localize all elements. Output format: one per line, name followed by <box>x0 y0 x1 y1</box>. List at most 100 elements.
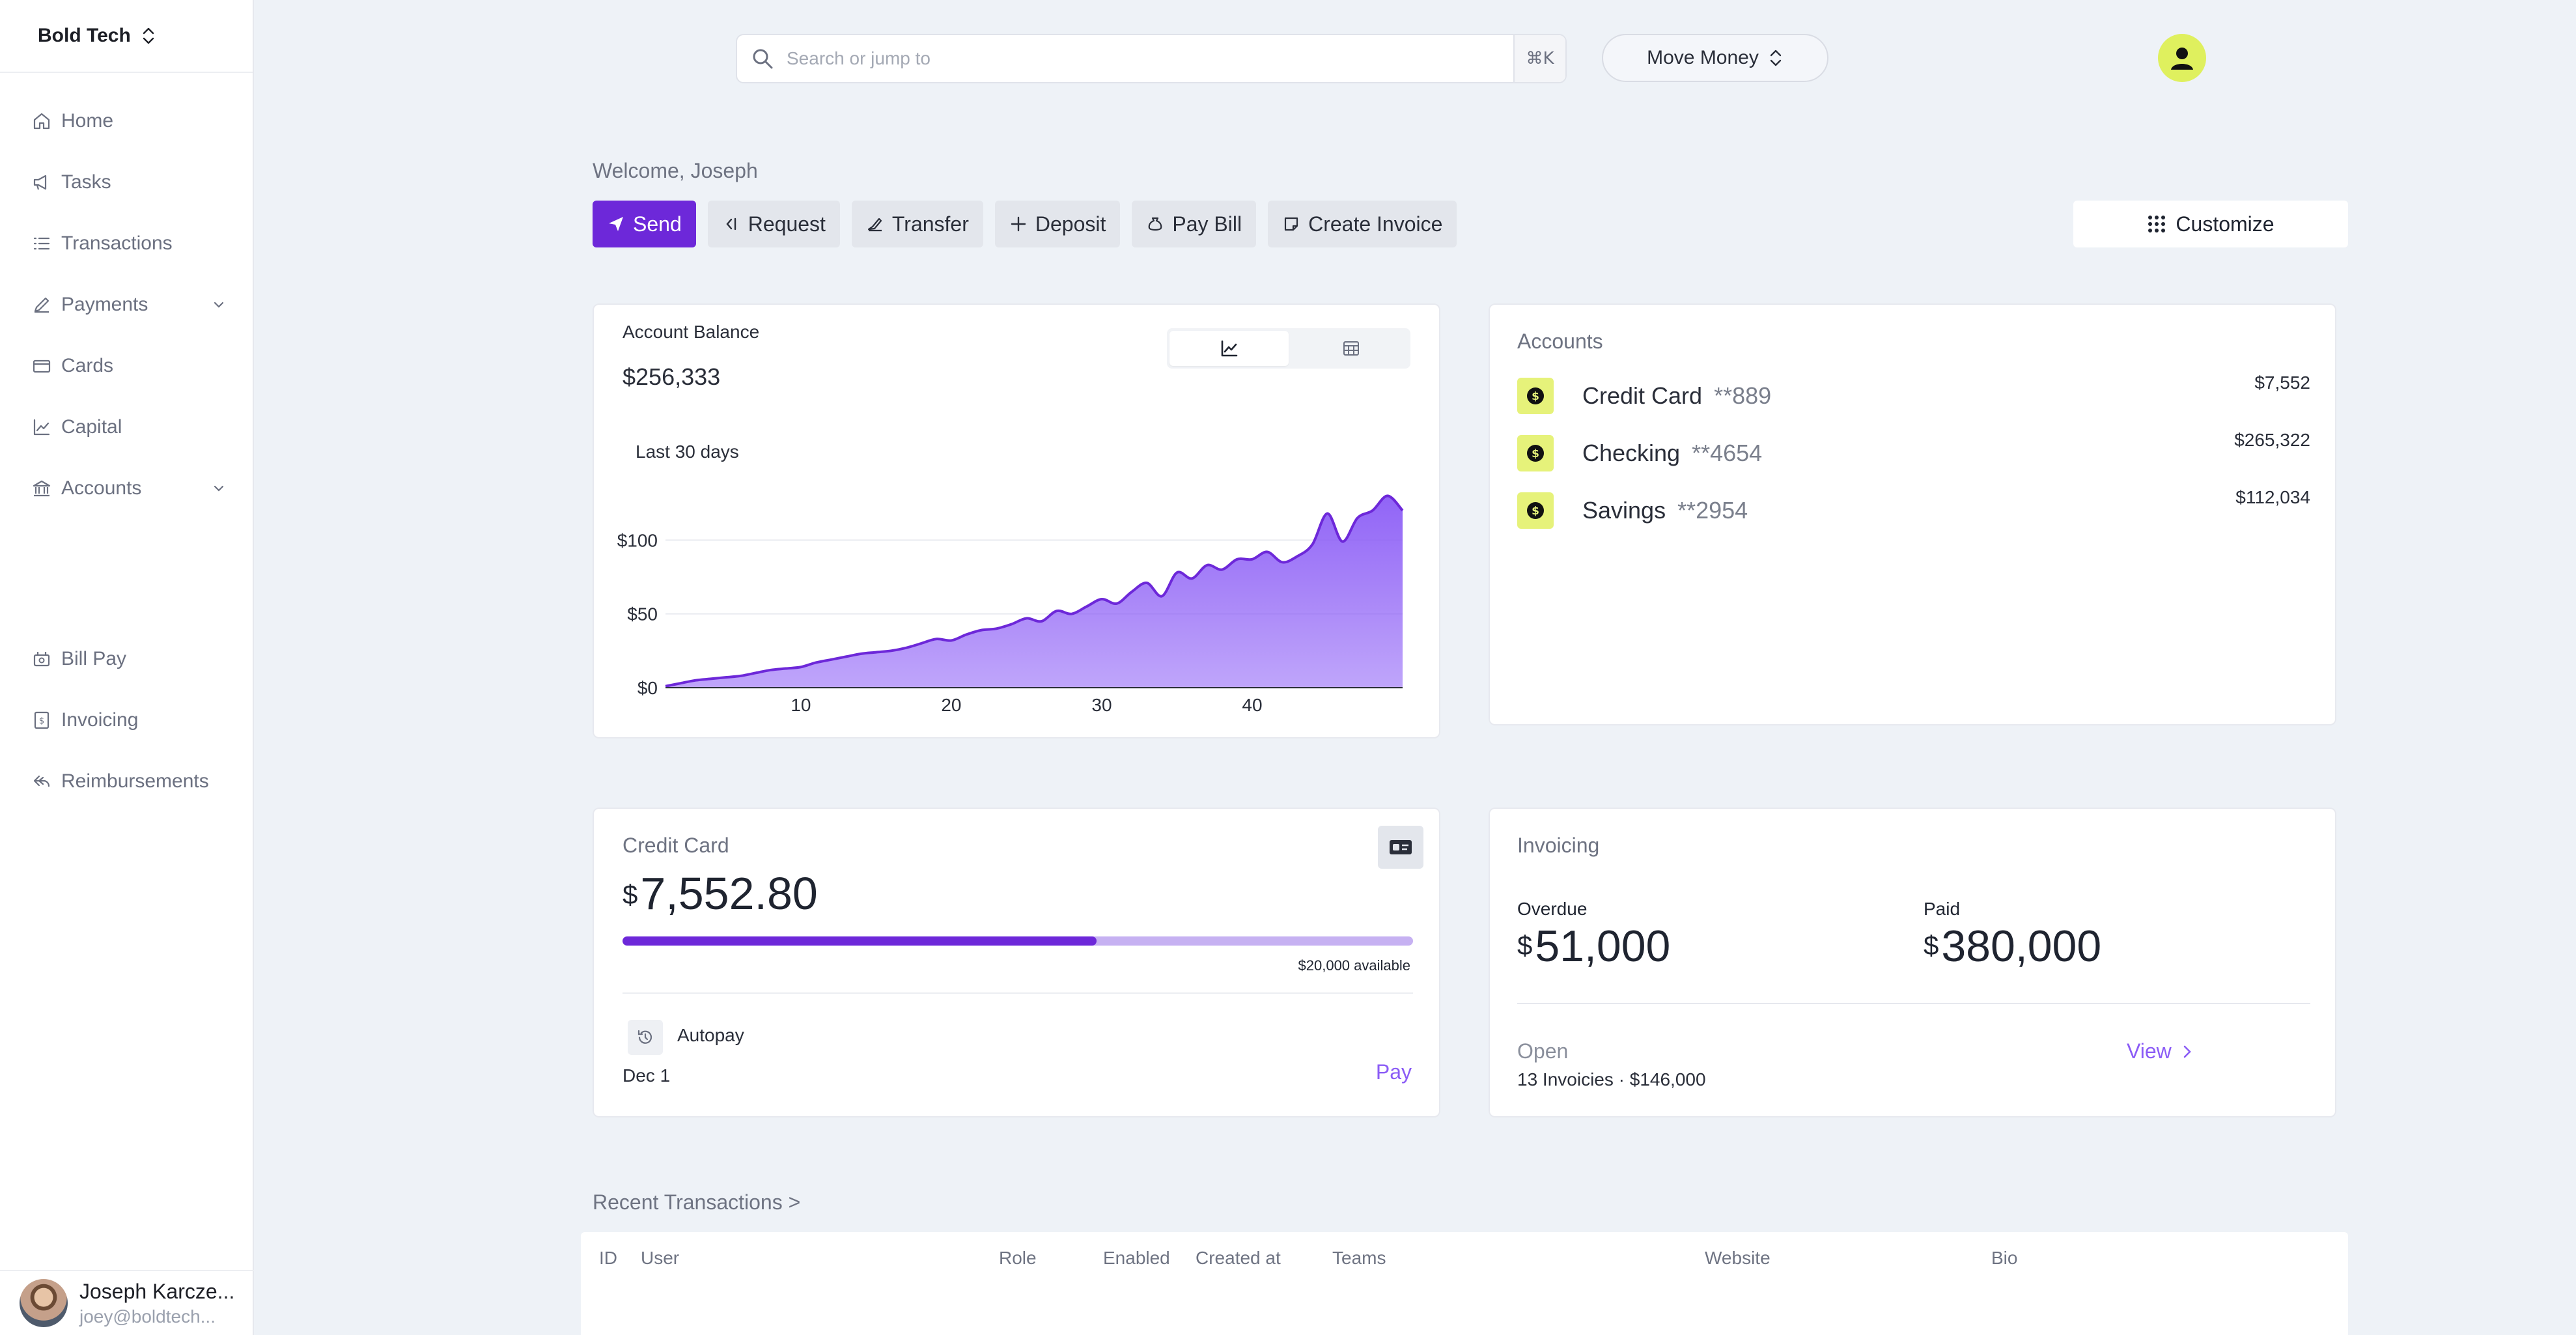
autopay-date: Dec 1 <box>623 1065 671 1086</box>
id-card-icon <box>1390 840 1412 854</box>
user-profile[interactable]: Joseph Karcze... joey@boldtech... <box>0 1270 254 1335</box>
sidebar-item-label: Invoicing <box>61 709 139 731</box>
chart-period: Last 30 days <box>636 442 739 462</box>
x-tick-label: 30 <box>1091 695 1112 715</box>
line-chart-icon <box>33 419 50 436</box>
search-bar: ⌘K <box>736 34 1567 83</box>
x-tick-label: 20 <box>941 695 961 715</box>
sidebar-item-reimbursements[interactable]: Reimbursements <box>31 763 227 800</box>
balance-chart: $0 $50 $100 10 20 30 40 <box>617 494 1404 715</box>
account-row-credit-card[interactable]: $ Credit Card **889 $7,552 <box>1517 372 2310 415</box>
pay-bill-label: Pay Bill <box>1172 212 1242 236</box>
table-view-toggle[interactable] <box>1291 328 1410 369</box>
svg-text:$: $ <box>1532 505 1539 518</box>
column-header-created-at[interactable]: Created at <box>1196 1248 1281 1268</box>
view-toggle <box>1167 328 1410 369</box>
pay-link[interactable]: Pay <box>1375 1060 1412 1084</box>
org-switcher[interactable]: Bold Tech <box>0 0 253 73</box>
sidebar-item-label: Home <box>61 110 114 132</box>
column-header-user[interactable]: User <box>641 1248 680 1268</box>
bank-icon <box>33 480 51 497</box>
y-tick-label: $50 <box>627 604 658 625</box>
balance-amount: $256,333 <box>623 363 721 390</box>
transfer-button[interactable]: Transfer <box>851 201 983 247</box>
account-row-savings[interactable]: $ Savings **2954 $112,034 <box>1517 487 2310 530</box>
user-email: joey@boldtech... <box>79 1306 216 1327</box>
dollar-coin-icon: $ <box>1517 435 1554 471</box>
return-icon <box>33 775 50 787</box>
open-label: Open <box>1517 1039 1569 1063</box>
megaphone-icon <box>33 175 47 190</box>
y-tick-label: $0 <box>637 678 658 698</box>
sidebar-item-transactions[interactable]: Transactions <box>31 225 227 262</box>
sidebar-item-capital[interactable]: Capital <box>31 409 227 445</box>
send-icon <box>609 217 623 231</box>
search-input[interactable] <box>787 48 1513 69</box>
user-name: Joseph Karcze... <box>79 1279 235 1303</box>
account-number: **889 <box>1714 382 1772 409</box>
currency-symbol: $ <box>1517 930 1533 961</box>
chart-icon <box>1221 340 1237 357</box>
sidebar-item-payments[interactable]: Payments <box>31 287 227 323</box>
sidebar-item-label: Capital <box>61 416 122 438</box>
currency-symbol: $ <box>623 879 638 910</box>
column-header-bio[interactable]: Bio <box>1991 1248 2018 1268</box>
move-money-button[interactable]: Move Money <box>1602 34 1828 82</box>
recent-transactions-link[interactable]: Recent Transactions > <box>593 1190 801 1214</box>
account-balance: $7,552 <box>2254 372 2310 393</box>
deposit-button[interactable]: Deposit <box>994 201 1121 247</box>
send-label: Send <box>633 212 682 236</box>
sidebar-item-home[interactable]: Home <box>31 103 227 139</box>
chevron-down-icon <box>214 485 224 492</box>
chevron-up-down-icon <box>143 27 154 44</box>
money-bag-icon <box>1149 217 1162 231</box>
customize-label: Customize <box>2176 212 2275 236</box>
column-header-website[interactable]: Website <box>1705 1248 1771 1268</box>
move-money-label: Move Money <box>1647 47 1759 68</box>
pen-icon <box>34 297 49 313</box>
column-header-teams[interactable]: Teams <box>1332 1248 1386 1268</box>
paid-value: 380,000 <box>1941 921 2102 971</box>
view-invoices-link[interactable]: View <box>2127 1039 2194 1063</box>
profile-avatar-button[interactable] <box>2158 34 2206 82</box>
sidebar-item-bill-pay[interactable]: Bill Pay <box>31 641 227 677</box>
invoice-icon: $ <box>34 711 49 729</box>
account-name: Checking <box>1582 440 1681 466</box>
y-tick-label: $100 <box>617 530 658 550</box>
account-row-checking[interactable]: $ Checking **4654 $265,322 <box>1517 430 2310 473</box>
accounts-card: Accounts $ Credit Card **889 $7,552 $ Ch… <box>1489 303 2336 725</box>
sidebar-item-label: Cards <box>61 355 114 376</box>
send-button[interactable]: Send <box>593 201 696 247</box>
chart-view-toggle[interactable] <box>1169 331 1289 366</box>
balance-line <box>665 494 1404 688</box>
bill-icon <box>33 652 50 667</box>
pay-bill-button[interactable]: Pay Bill <box>1132 201 1257 247</box>
sidebar-item-accounts[interactable]: Accounts <box>31 470 227 507</box>
sidebar-item-tasks[interactable]: Tasks <box>31 164 227 201</box>
chevron-right-icon <box>2183 1045 2191 1058</box>
customize-button[interactable]: Customize <box>2073 201 2348 247</box>
x-tick-label: 40 <box>1242 695 1262 715</box>
column-header-enabled[interactable]: Enabled <box>1103 1248 1170 1268</box>
create-invoice-button[interactable]: Create Invoice <box>1268 201 1457 247</box>
account-name: Savings <box>1582 497 1666 524</box>
create-invoice-label: Create Invoice <box>1308 212 1443 236</box>
sidebar-item-invoicing[interactable]: $ Invoicing <box>31 702 227 738</box>
credit-card-card: Credit Card $ 7,552.80 $20,000 available… <box>593 808 1440 1117</box>
available-credit: $20,000 available <box>1298 957 1410 974</box>
column-header-role[interactable]: Role <box>999 1248 1037 1268</box>
card-title: Account Balance <box>623 322 760 342</box>
dollar-coin-icon: $ <box>1517 492 1554 529</box>
overdue-label: Overdue <box>1517 899 1588 919</box>
card-details-button[interactable] <box>1378 826 1423 869</box>
sidebar-item-cards[interactable]: Cards <box>31 348 227 384</box>
credit-usage-fill <box>623 936 1097 946</box>
request-button[interactable]: Request <box>707 201 840 247</box>
autopay-label: Autopay <box>677 1025 744 1045</box>
list-icon <box>33 237 50 250</box>
account-balance: $265,322 <box>2234 430 2310 450</box>
transfer-label: Transfer <box>891 212 969 236</box>
account-balance: $112,034 <box>2235 487 2310 507</box>
view-label: View <box>2127 1039 2172 1063</box>
column-header-id[interactable]: ID <box>599 1248 617 1268</box>
